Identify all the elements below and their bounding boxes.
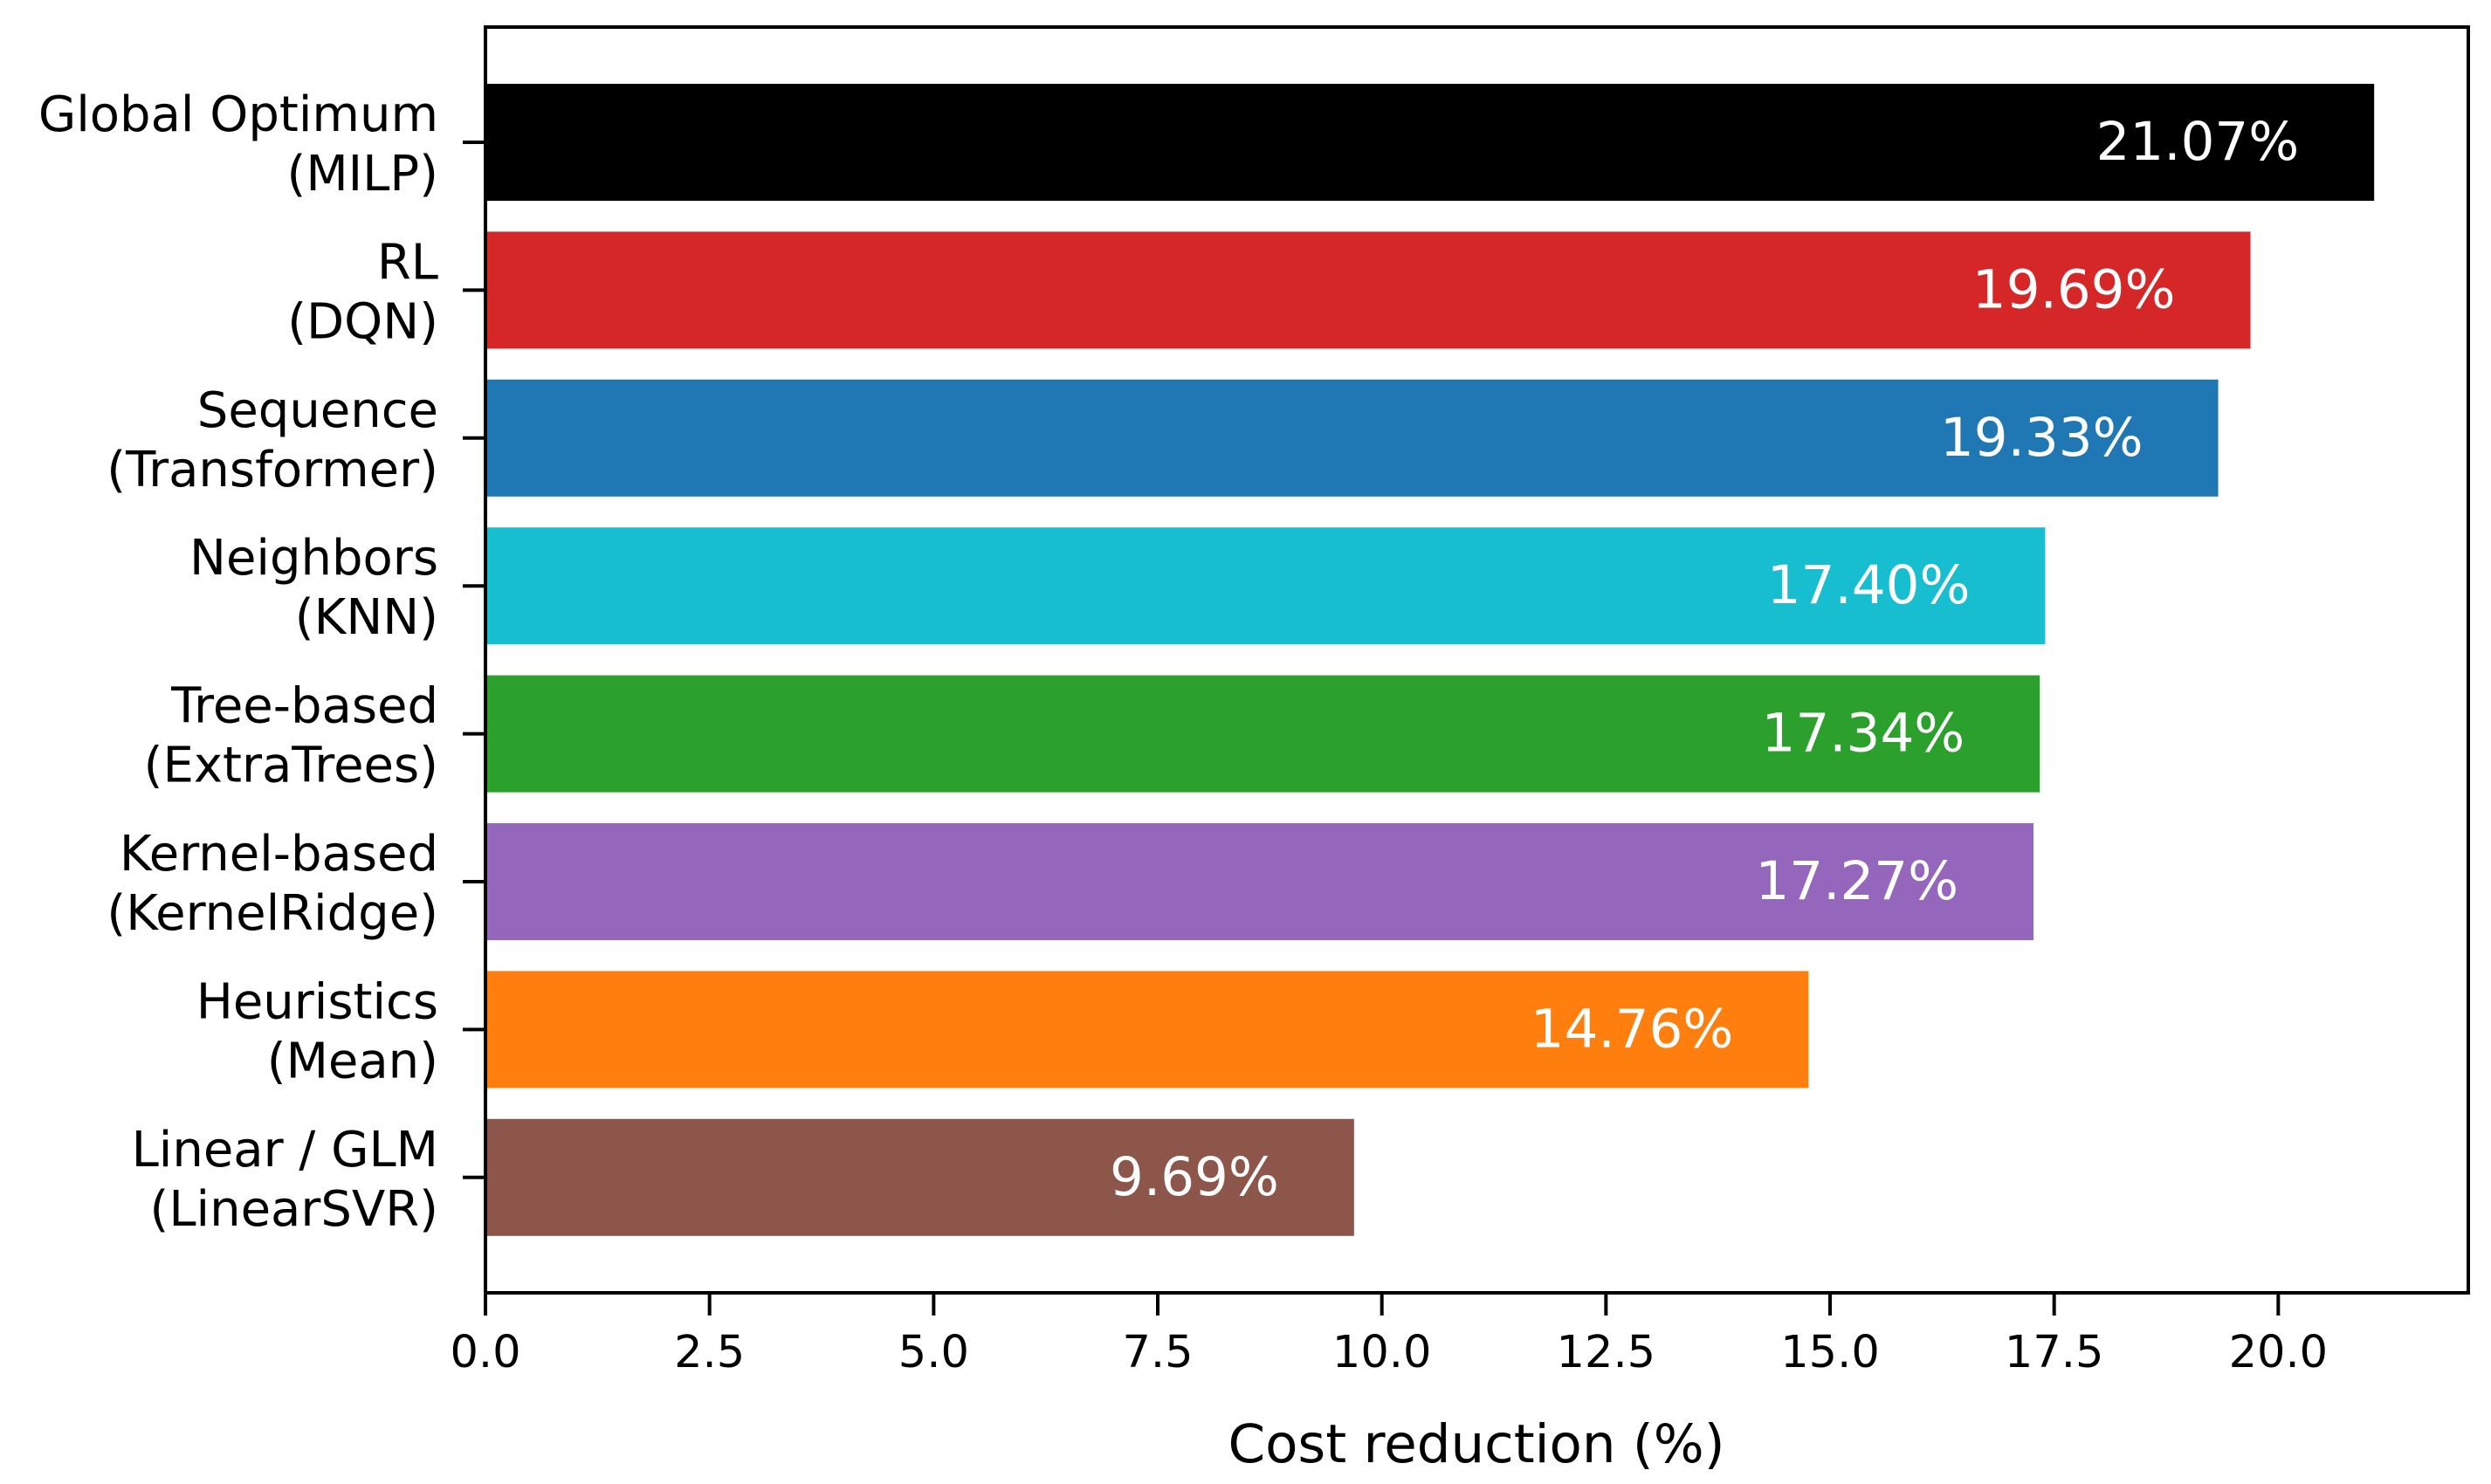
category-sublabel: (KernelRidge) [107,885,438,942]
x-tick-label: 15.0 [1780,1327,1880,1378]
bar-value-label: 21.07% [2096,111,2300,173]
category-label: Sequence [197,382,438,439]
category-label: Linear / GLM [132,1122,438,1178]
category-label: Global Optimum [38,86,438,143]
bar [485,84,2375,201]
x-tick-label: 10.0 [1332,1327,1432,1378]
x-tick-label: 7.5 [1122,1327,1193,1378]
bar-value-label: 19.69% [1972,258,2176,320]
category-sublabel: (KNN) [295,589,438,646]
bar [485,971,1809,1089]
bar [485,823,2034,940]
bar-value-label: 19.33% [1940,407,2143,469]
category-label: RL [377,234,438,291]
category-label: Heuristics [196,973,438,1030]
category-sublabel: (MILP) [287,146,439,203]
x-tick-label: 20.0 [2229,1327,2329,1378]
bar-value-label: 9.69% [1110,1146,1279,1208]
x-axis-title: Cost reduction (%) [1228,1413,1725,1475]
labels-layer: 21.07% Global Optimum(MILP) 19.69% RL(DQN) 1… [38,86,2328,1378]
category-label: Tree-based [170,678,438,735]
category-sublabel: (Transformer) [107,442,438,498]
category-sublabel: (Mean) [267,1033,438,1089]
bar [485,675,2040,793]
category-sublabel: (ExtraTrees) [144,738,438,794]
x-tick-label: 5.0 [898,1327,969,1378]
x-tick-label: 17.5 [2005,1327,2104,1378]
category-sublabel: (LinearSVR) [149,1181,438,1238]
bar [485,527,2046,645]
bars-layer [485,84,2375,1236]
bar-value-label: 17.40% [1767,554,1971,616]
bar-value-label: 14.76% [1531,998,1734,1060]
category-label: Neighbors [189,530,438,587]
bar [485,1118,1354,1236]
ticks-layer [463,141,2281,1316]
bar-value-label: 17.27% [1755,850,1958,912]
x-tick-label: 2.5 [674,1327,745,1378]
x-tick-label: 0.0 [450,1327,520,1378]
bar-value-label: 17.34% [1762,703,1965,765]
category-label: Kernel-based [120,826,438,883]
bar [485,379,2219,497]
category-sublabel: (DQN) [287,293,438,350]
x-tick-label: 12.5 [1557,1327,1656,1378]
plot-frame [484,25,2470,1295]
bar [485,231,2251,349]
